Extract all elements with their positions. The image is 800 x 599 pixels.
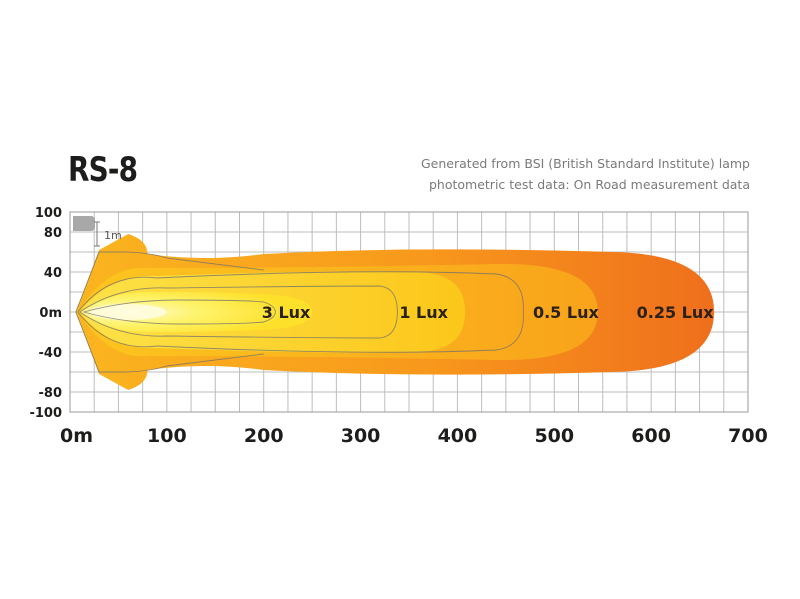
x-tick-label: 300 (341, 425, 381, 447)
x-tick-label: 600 (631, 425, 671, 447)
beam-shapes (75, 234, 715, 390)
plot-frame (69, 211, 749, 413)
x-tick-label: 500 (534, 425, 574, 447)
beam-label-0-25-lux: 0.25 Lux (637, 303, 715, 322)
y-tick-label: 40 (44, 266, 62, 281)
beam-label-3-lux: 3 Lux (262, 303, 311, 322)
beam-labels: 3 Lux 1 Lux 0.5 Lux 0.25 Lux (262, 303, 714, 322)
vehicle-icon (73, 216, 95, 231)
chart-axes: 100 80 40 0m -40 -80 -100 0m 100 200 300 400 500 600 7… (29, 206, 767, 447)
scale-label: 1m (104, 229, 122, 242)
contour-3-lux (83, 299, 276, 325)
chart-title: RS-8 (68, 150, 138, 190)
y-tick-label: 0m (39, 306, 62, 321)
y-tick-label: 100 (35, 206, 62, 221)
contour-upper-spread (75, 251, 264, 313)
x-tick-label: 200 (244, 425, 284, 447)
y-tick-label: 80 (44, 226, 62, 241)
source-note-line-1: Generated from BSI (British Standard Ins… (421, 156, 750, 171)
beam-label-0-5-lux: 0.5 Lux (533, 303, 600, 322)
beam-label-1-lux: 1 Lux (399, 303, 448, 322)
x-tick-label: 0m (60, 425, 93, 447)
y-tick-label: -40 (39, 346, 63, 361)
source-note-line-2: photometric test data: On Road measureme… (428, 177, 750, 192)
y-tick-label: -100 (29, 406, 62, 421)
x-tick-label: 100 (147, 425, 187, 447)
contour-1-lux (79, 285, 398, 339)
y-tick-label: -80 (39, 386, 63, 401)
scale-marker: 1m (73, 216, 122, 247)
contour-0-5-lux (77, 271, 524, 353)
beam-hotspot (89, 304, 167, 320)
x-tick-label: 700 (728, 425, 768, 447)
contour-lower-spread (75, 311, 264, 373)
source-note: Generated from BSI (British Standard Ins… (350, 153, 750, 195)
x-tick-label: 400 (438, 425, 478, 447)
